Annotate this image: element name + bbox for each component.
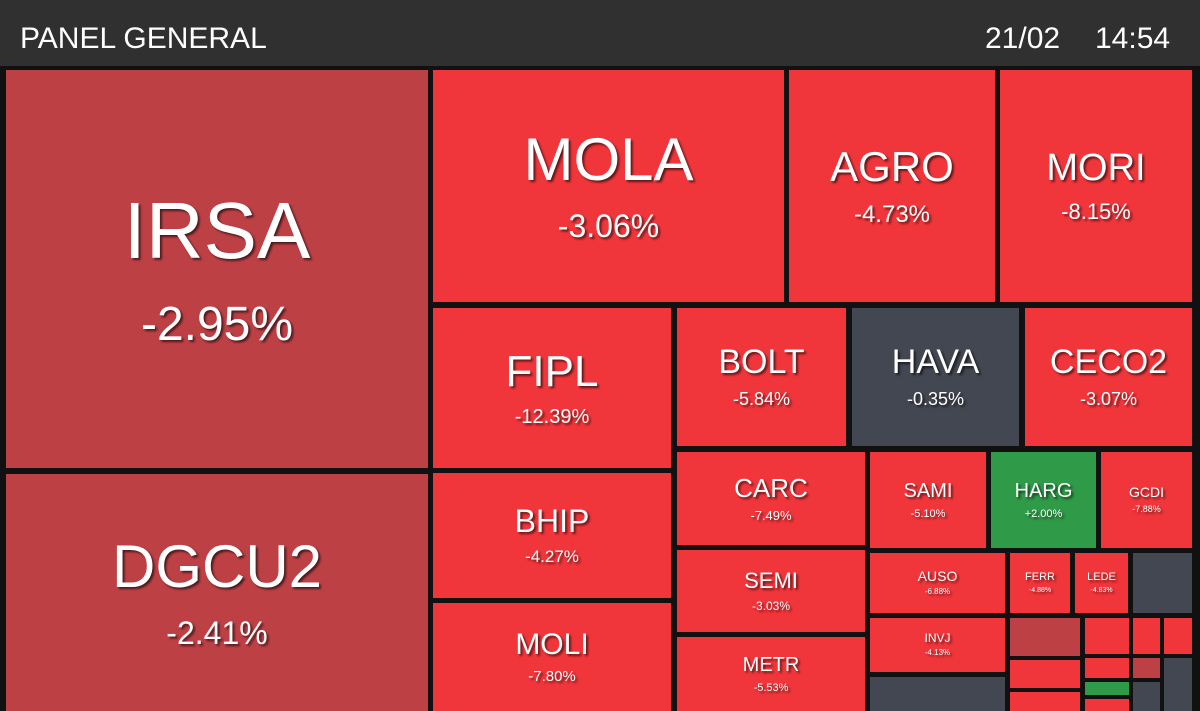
change-percent: -0.35% <box>906 389 965 410</box>
tile: IRSA -2.95% <box>6 70 428 468</box>
tile: FERR -4.88% <box>1010 553 1070 613</box>
ticker: CECO2 <box>1049 342 1168 381</box>
panel-title: PANEL GENERAL <box>20 22 267 55</box>
change-percent: -7.80% <box>528 668 576 686</box>
tile: HARG +2.00% <box>991 452 1096 548</box>
tile: BOLT -5.84% <box>677 308 846 446</box>
change-percent: -4.83% <box>1090 587 1113 595</box>
change-percent: -3.07% <box>1079 389 1138 410</box>
tile: DGCU2 -2.41% <box>6 474 428 711</box>
change-percent: -5.10% <box>910 507 946 520</box>
ticker: IRSA <box>123 185 311 275</box>
change-percent: -7.49% <box>750 508 792 524</box>
header-bar: PANEL GENERAL 21/02 14:54 <box>0 0 1200 66</box>
ticker: AGRO <box>830 142 954 190</box>
ticker: BHIP <box>514 503 590 540</box>
change-percent: -4.88% <box>1028 587 1052 595</box>
tile <box>1133 658 1160 678</box>
ticker: METR <box>742 653 800 676</box>
tile <box>1010 618 1080 656</box>
tile: LEDE -4.83% <box>1075 553 1128 613</box>
change-percent: -2.95% <box>140 297 294 351</box>
tile: FIPL -12.39% <box>433 308 671 468</box>
tile: HAVA -0.35% <box>852 308 1019 446</box>
change-percent: -8.15% <box>1061 199 1131 225</box>
ticker: GCDI <box>1129 483 1164 500</box>
time: 14:54 <box>1095 22 1171 55</box>
tile: MORI -8.15% <box>1000 70 1192 302</box>
ticker: SEMI <box>744 568 798 594</box>
tile <box>870 677 1005 711</box>
tile <box>1133 553 1192 613</box>
ticker: BOLT <box>718 342 805 381</box>
change-percent: -5.53% <box>753 681 789 694</box>
tile <box>1010 660 1080 688</box>
ticker: MORI <box>1046 146 1146 189</box>
change-percent: -4.13% <box>924 648 951 658</box>
tile <box>1164 658 1192 711</box>
ticker: SAMI <box>903 479 953 502</box>
ticker: DGCU2 <box>111 532 323 600</box>
tile: BHIP -4.27% <box>433 473 671 598</box>
ticker: AUSO <box>917 567 958 584</box>
ticker: FERR <box>1025 571 1055 584</box>
ticker: HAVA <box>891 342 980 381</box>
ticker: CARC <box>734 472 808 503</box>
change-percent: -4.73% <box>853 200 931 228</box>
tile: SEMI -3.03% <box>677 550 865 632</box>
change-percent: -3.03% <box>751 598 791 613</box>
ticker: LEDE <box>1087 571 1116 584</box>
change-percent: -2.41% <box>166 614 268 651</box>
tile: CARC -7.49% <box>677 452 865 545</box>
tile: MOLA -3.06% <box>433 70 784 302</box>
tile: METR -5.53% <box>677 637 865 711</box>
change-percent: -7.88% <box>1132 504 1161 515</box>
tile <box>1085 618 1129 654</box>
date: 21/02 <box>985 22 1061 55</box>
tile <box>1085 699 1129 711</box>
change-percent: -3.06% <box>557 208 660 245</box>
change-percent: -4.27% <box>525 547 579 567</box>
ticker: INVJ <box>924 631 951 645</box>
tile: GCDI -7.88% <box>1101 452 1192 548</box>
ticker: HARG <box>1014 479 1073 502</box>
tile <box>1010 692 1080 711</box>
change-percent: -6.88% <box>924 587 951 597</box>
tile <box>1133 682 1160 711</box>
tile: AUSO -6.88% <box>870 553 1005 613</box>
tile <box>1085 682 1129 695</box>
tile <box>1133 618 1160 654</box>
tile: INVJ -4.13% <box>870 618 1005 672</box>
tile: SAMI -5.10% <box>870 452 986 548</box>
change-percent: -5.84% <box>732 389 791 410</box>
tile: AGRO -4.73% <box>789 70 995 302</box>
change-percent: +2.00% <box>1024 507 1063 520</box>
ticker: MOLI <box>515 628 589 662</box>
tile <box>1085 658 1129 678</box>
change-percent: -12.39% <box>514 406 590 429</box>
ticker: FIPL <box>505 346 599 396</box>
tile <box>1164 618 1192 654</box>
tile: MOLI -7.80% <box>433 603 671 711</box>
tile: CECO2 -3.07% <box>1025 308 1192 446</box>
ticker: MOLA <box>523 126 694 194</box>
